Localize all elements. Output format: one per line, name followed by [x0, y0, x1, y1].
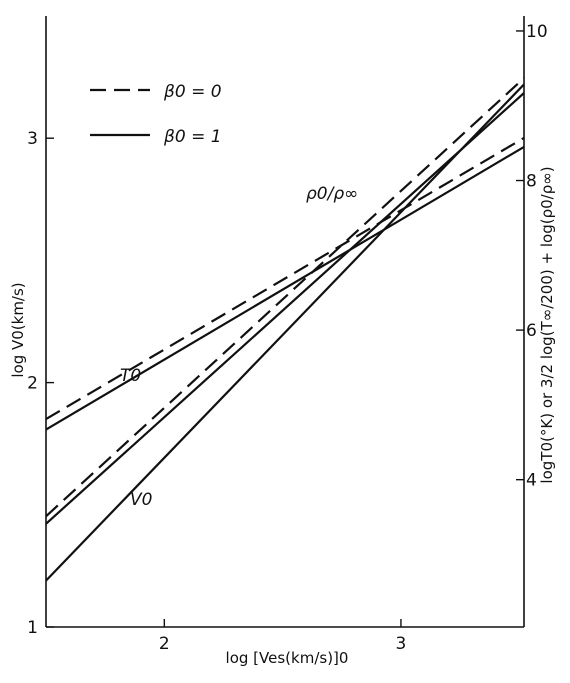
- x-tick-label-2: 2: [159, 634, 170, 654]
- y2-axis-label: logT0(°K) or 3/2 log(T∞/200) + log(ρ0/ρ∞…: [538, 166, 556, 483]
- legend: β0 = 0 β0 = 1: [90, 82, 222, 147]
- curves: [45, 77, 525, 582]
- series-line-4-dashed: [45, 136, 525, 421]
- curve-label-t0: T0: [120, 366, 141, 386]
- y-tick-label-2: 2: [27, 374, 38, 394]
- plot-frame: [45, 16, 525, 628]
- y-axis-label: log V0(km/s): [9, 282, 27, 377]
- axis-ticks: 2 3 1 2 3 4 6 8 10: [27, 22, 547, 654]
- y2-tick-label-4: 4: [526, 471, 537, 491]
- legend-label-beta0: β0 = 0: [163, 82, 222, 102]
- y2-tick-label-6: 6: [526, 321, 537, 341]
- y2-tick-label-10: 10: [526, 22, 548, 42]
- curve-label-rho: ρ0/ρ∞: [306, 184, 358, 204]
- series-line-1-solid: [45, 83, 525, 582]
- y2-tick-label-8: 8: [526, 172, 537, 192]
- series-line-3-solid: [45, 92, 525, 525]
- series-line-2-dashed: [45, 77, 525, 518]
- y-tick-label-3: 3: [27, 129, 38, 149]
- legend-label-beta1: β0 = 1: [163, 127, 222, 147]
- series-line-5-solid: [45, 145, 525, 431]
- y-tick-label-1: 1: [27, 618, 38, 638]
- x-tick-label-3: 3: [396, 634, 407, 654]
- x-axis-label: log [Ves(km/s)]0: [226, 649, 349, 667]
- curve-label-v0: V0: [130, 490, 152, 510]
